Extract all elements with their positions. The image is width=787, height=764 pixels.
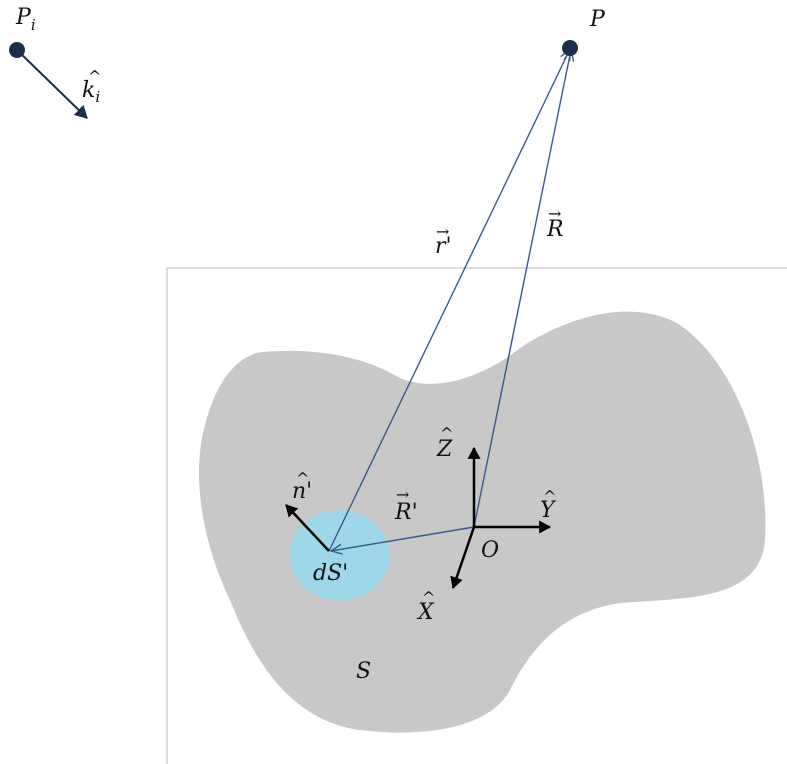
hat-k: ^ xyxy=(88,67,101,86)
label-wave-dir: ki xyxy=(82,78,100,106)
arrow-R: → xyxy=(548,204,561,223)
label-point-pi: Pi xyxy=(15,5,36,34)
point-p-dot xyxy=(562,40,578,56)
label-axis-y: Y xyxy=(540,498,557,523)
surface-blob xyxy=(199,311,766,733)
label-axis-z: Z xyxy=(436,437,453,462)
normal-arrow xyxy=(285,504,330,552)
label-normal: n' xyxy=(292,479,312,504)
label-point-p: P xyxy=(589,7,606,32)
label-axis-x: X xyxy=(416,600,435,625)
label-patch: dS' xyxy=(313,561,348,586)
hat-y: ^ xyxy=(543,487,556,506)
vector-r-prime xyxy=(328,49,570,552)
axis-x-arrow xyxy=(450,526,476,590)
label-surface: S xyxy=(356,659,371,684)
label-vec-R: R xyxy=(546,217,564,242)
vector-R-prime xyxy=(331,526,475,551)
arrow-R-prime: → xyxy=(396,485,409,504)
wave-direction-arrow xyxy=(16,49,88,119)
arrow-r-prime: → xyxy=(436,222,449,241)
label-vec-R-prime: R' xyxy=(394,500,418,525)
vector-R xyxy=(473,50,571,528)
label-wave-dir-sub: i xyxy=(95,88,100,106)
patch-ds xyxy=(289,510,389,600)
label-origin: O xyxy=(481,538,499,563)
hat-x: ^ xyxy=(422,588,435,607)
hat-n: ^ xyxy=(296,469,309,488)
label-vec-r-prime: r' xyxy=(435,234,452,259)
label-point-pi-sub: i xyxy=(31,16,36,34)
hat-z: ^ xyxy=(440,424,453,443)
